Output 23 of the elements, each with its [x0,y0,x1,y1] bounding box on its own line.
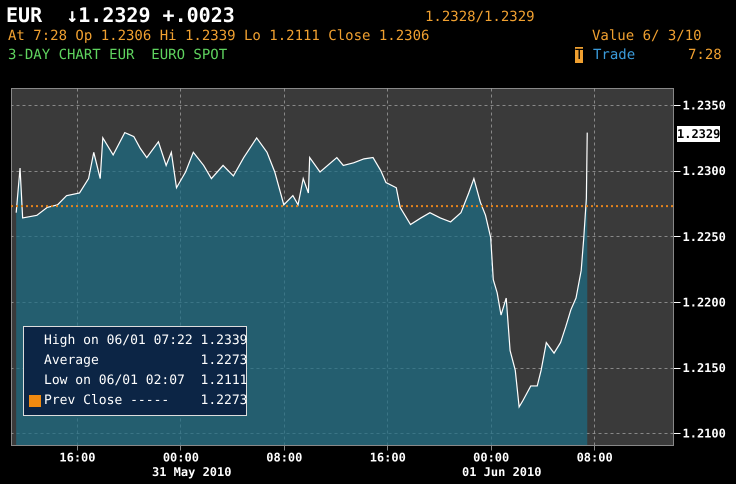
y-tick-label: 1.2250 [682,230,726,244]
x-tick-label: 00:00 [162,450,199,464]
text: 1.2328/1.2329 [425,9,535,25]
y-tick-label: 1.2100 [682,426,726,441]
y-tick-label: 1.2300 [682,164,726,178]
text: At 7:28 Op 1.2306 Hi 1.2339 Lo 1.2111 Close 1.2306 [8,28,430,44]
text: T [575,47,584,63]
x-tick-label: 08:00 [576,450,613,464]
y-tick-label: 1.2200 [682,295,726,310]
text: Trade [593,47,636,63]
x-tick-label: 08:00 [266,450,302,464]
text: 7:28 [688,47,722,63]
text: Value 6/ 3/10 [592,28,702,44]
x-tick-label: 16:00 [59,450,96,464]
y-tick-label: 1.2150 [682,361,726,376]
chart-title: EUR ↓1.2329 +.0023 [6,3,235,27]
x-tick-label: 00:00 [473,450,510,464]
text: 3-DAY CHART EUR EURO SPOT [8,47,228,63]
text: 1.2329 [677,126,720,142]
text: 31 May 2010 [152,464,232,480]
x-tick-label: 16:00 [370,450,406,464]
y-tick-label: 1.2350 [682,98,726,113]
text: 01 Jun 2010 [462,464,542,480]
